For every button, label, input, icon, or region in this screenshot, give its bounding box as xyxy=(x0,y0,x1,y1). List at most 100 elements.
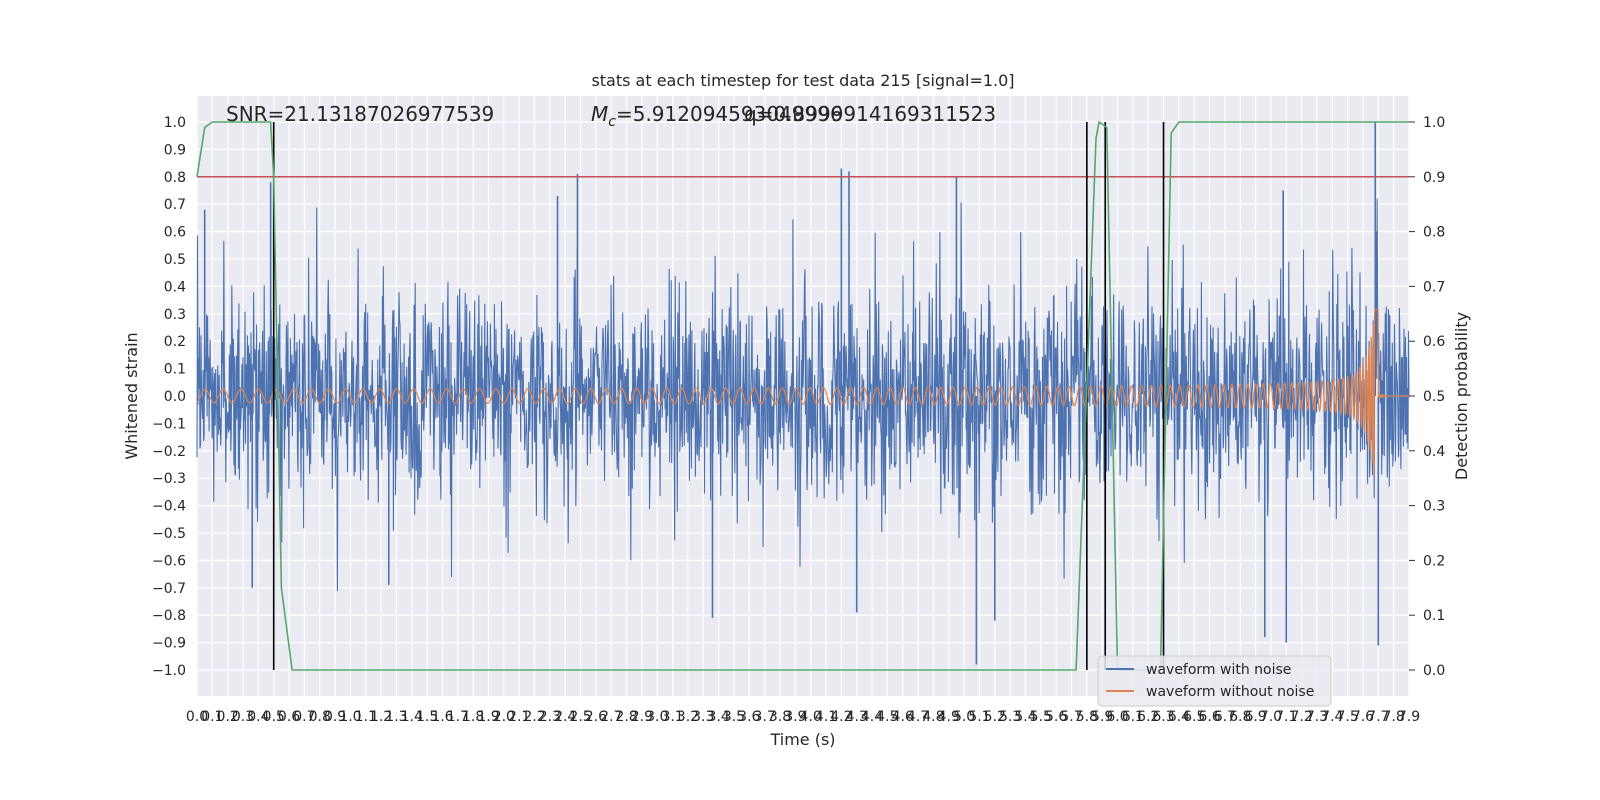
x-tick-label: 7.4 xyxy=(1321,709,1343,725)
x-tick-label: 3.2 xyxy=(677,709,699,725)
y2-tick-label: 0.8 xyxy=(1423,225,1445,241)
x-tick-label: 4.7 xyxy=(907,709,929,725)
x-tick-label: 4.0 xyxy=(800,709,822,725)
y-tick-label: −0.4 xyxy=(152,499,186,515)
x-tick-label: 1.9 xyxy=(477,709,499,725)
x-tick-label: 3.5 xyxy=(723,709,745,725)
x-tick-label: 2.7 xyxy=(600,709,622,725)
q-annotation: q=0.8999914169311523 xyxy=(744,102,996,126)
x-tick-label: 4.1 xyxy=(815,709,837,725)
y-tick-label: −0.8 xyxy=(152,608,186,624)
x-tick-label: 7.1 xyxy=(1275,709,1297,725)
y-tick-label: 0.7 xyxy=(164,197,186,213)
x-tick-label: 6.8 xyxy=(1229,709,1251,725)
x-tick-label: 4.9 xyxy=(938,709,960,725)
x-tick-label: 1.8 xyxy=(462,709,484,725)
y2-tick-label: 0.0 xyxy=(1423,663,1445,679)
x-tick-label: 0.5 xyxy=(263,709,285,725)
x-tick-label: 6.2 xyxy=(1137,709,1159,725)
y-tick-label: −0.5 xyxy=(152,526,186,542)
x-tick-label: 3.3 xyxy=(692,709,714,725)
x-tick-label: 6.6 xyxy=(1198,709,1220,725)
x-tick-label: 7.5 xyxy=(1337,709,1359,725)
x-tick-label: 2.1 xyxy=(508,709,530,725)
x-tick-label: 3.0 xyxy=(646,709,668,725)
x-tick-label: 0.8 xyxy=(309,709,331,725)
x-tick-label: 3.1 xyxy=(661,709,683,725)
x-tick-label: 5.1 xyxy=(968,709,990,725)
x-tick-label: 0.9 xyxy=(324,709,346,725)
x-tick-label: 5.6 xyxy=(1045,709,1067,725)
y-tick-label: −0.1 xyxy=(152,416,186,432)
x-tick-label: 4.4 xyxy=(861,709,883,725)
x-tick-label: 6.4 xyxy=(1168,709,1190,725)
x-tick-label: 2.9 xyxy=(631,709,653,725)
x-tick-label: 1.2 xyxy=(370,709,392,725)
y-tick-label: 0.6 xyxy=(164,225,186,241)
y-tick-label: 0.0 xyxy=(164,389,186,405)
x-tick-label: 2.5 xyxy=(569,709,591,725)
y2-tick-label: 1.0 xyxy=(1423,115,1445,131)
y-tick-label: 1.0 xyxy=(164,115,186,131)
mc-value: =5.912094593049996 xyxy=(616,102,843,126)
series-layer xyxy=(196,122,1410,665)
legend: waveform with noise waveform without noi… xyxy=(1097,655,1332,707)
x-axis-ticks: 0.00.10.20.30.40.50.60.70.80.91.01.11.21… xyxy=(186,709,1420,725)
x-tick-label: 3.8 xyxy=(769,709,791,725)
y-tick-label: −0.6 xyxy=(152,553,186,569)
snr-annotation: SNR=21.13187026977539 xyxy=(226,102,494,126)
x-tick-label: 2.6 xyxy=(585,709,607,725)
x-tick-label: 6.0 xyxy=(1106,709,1128,725)
y-tick-label: 0.2 xyxy=(164,334,186,350)
y2-tick-label: 0.2 xyxy=(1423,553,1445,569)
x-tick-label: 6.7 xyxy=(1214,709,1236,725)
legend-box xyxy=(1097,655,1332,707)
y2-tick-label: 0.7 xyxy=(1423,279,1445,295)
x-tick-label: 6.3 xyxy=(1152,709,1174,725)
x-tick-label: 1.7 xyxy=(447,709,469,725)
x-tick-label: 7.6 xyxy=(1352,709,1374,725)
x-tick-label: 6.5 xyxy=(1183,709,1205,725)
series-line-waveform-with-noise xyxy=(196,198,1410,592)
x-axis-label: Time (s) xyxy=(769,730,835,749)
y2-tick-label: 0.1 xyxy=(1423,608,1445,624)
x-tick-label: 4.3 xyxy=(846,709,868,725)
x-tick-label: 7.0 xyxy=(1260,709,1282,725)
x-tick-label: 5.9 xyxy=(1091,709,1113,725)
x-tick-label: 5.8 xyxy=(1076,709,1098,725)
x-tick-label: 2.3 xyxy=(539,709,561,725)
x-tick-label: 1.5 xyxy=(416,709,438,725)
x-tick-label: 0.0 xyxy=(186,709,208,725)
y-axis-ticks: 1.0 0.9 0.8 0.7 0.6 0.5 0.4 0.3 0.2 0.1 0.0 −0.1 −0.… xyxy=(152,115,186,679)
x-tick-label: 4.5 xyxy=(876,709,898,725)
y-tick-label: −0.7 xyxy=(152,581,186,597)
x-tick-label: 7.8 xyxy=(1383,709,1405,725)
x-tick-label: 5.7 xyxy=(1060,709,1082,725)
y2-axis-ticks: 1.0 0.9 0.8 0.7 0.6 0.5 0.4 0.3 0.2 0.1 0.0 xyxy=(1409,115,1445,679)
x-tick-label: 7.7 xyxy=(1367,709,1389,725)
x-tick-label: 2.4 xyxy=(554,709,576,725)
x-tick-label: 1.1 xyxy=(355,709,377,725)
x-tick-label: 1.4 xyxy=(401,709,423,725)
x-tick-label: 0.7 xyxy=(293,709,315,725)
x-tick-label: 0.1 xyxy=(201,709,223,725)
y-tick-label: 0.4 xyxy=(164,279,186,295)
x-tick-label: 0.4 xyxy=(247,709,269,725)
y-axis-label: Whitened strain xyxy=(122,332,141,459)
y-tick-label: 0.3 xyxy=(164,307,186,323)
y-tick-label: 0.9 xyxy=(164,142,186,158)
x-tick-label: 1.6 xyxy=(431,709,453,725)
x-tick-label: 5.3 xyxy=(999,709,1021,725)
x-tick-label: 2.0 xyxy=(493,709,515,725)
x-tick-label: 3.7 xyxy=(754,709,776,725)
x-tick-label: 5.0 xyxy=(953,709,975,725)
y2-tick-label: 0.4 xyxy=(1423,444,1445,460)
x-tick-label: 7.3 xyxy=(1306,709,1328,725)
x-tick-label: 1.0 xyxy=(339,709,361,725)
x-tick-label: 3.6 xyxy=(738,709,760,725)
mc-subscript: c xyxy=(608,114,616,130)
x-tick-label: 7.9 xyxy=(1398,709,1420,725)
x-tick-label: 2.2 xyxy=(523,709,545,725)
chart-title: stats at each timestep for test data 215… xyxy=(591,71,1014,90)
legend-label-noise: waveform with noise xyxy=(1146,662,1291,678)
